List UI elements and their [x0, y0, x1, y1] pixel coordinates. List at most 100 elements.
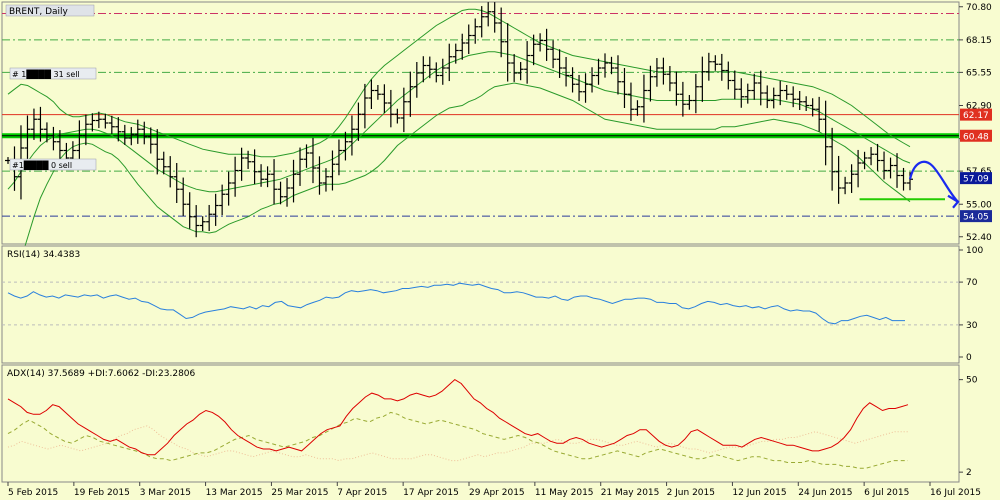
chart-title[interactable]: BRENT, Daily	[5, 4, 95, 17]
price-bar	[335, 139, 342, 176]
price-bar	[459, 33, 466, 60]
price-bar	[413, 62, 420, 98]
price-bar	[673, 71, 680, 106]
adx-axis: 2 50	[959, 376, 978, 478]
price-bar	[160, 151, 167, 175]
price-bar	[297, 147, 304, 186]
price-bar	[822, 100, 829, 166]
price-bar	[900, 167, 907, 191]
price-bar	[271, 159, 278, 205]
price-bar	[731, 70, 738, 100]
price-bar	[400, 87, 407, 133]
date-tick-label: 16 Jul 2015	[930, 488, 981, 498]
rsi-tick-label: 70	[966, 278, 978, 288]
price-bar	[30, 108, 37, 140]
price-bar	[102, 113, 109, 129]
bollinger-middle-band	[7, 51, 911, 193]
price-bar	[56, 130, 63, 163]
order-label-1[interactable]: # 1████ 31 sell	[9, 67, 97, 80]
price-bar	[167, 156, 174, 188]
price-bar	[115, 117, 122, 142]
price-tick-label: 68.15	[966, 36, 992, 46]
price-bar	[809, 98, 816, 117]
forecast-arrow[interactable]	[908, 160, 959, 203]
price-bar	[121, 124, 128, 145]
price-bar	[309, 137, 316, 184]
price-bar	[653, 58, 660, 87]
price-bar	[258, 164, 265, 187]
order-label-2-text: #1████ 0 sell	[12, 160, 72, 170]
price-bar	[686, 95, 693, 110]
price-tick-label: 52.40	[966, 233, 992, 243]
price-bar	[348, 115, 355, 156]
price-bar	[303, 144, 310, 168]
rsi-title: RSI(14) 34.4383	[7, 250, 80, 260]
price-bar	[50, 126, 57, 151]
price-bar	[614, 55, 621, 95]
price-bar	[504, 23, 511, 82]
adx-title: ADX(14) 37.5689 +DI:7.6062 -DI:23.2806	[7, 369, 196, 379]
current-price-tag-text: 57.09	[963, 175, 989, 185]
price-bar	[537, 33, 544, 52]
price-bar	[284, 178, 291, 207]
price-bar	[738, 78, 745, 108]
price-tick-label: 55.00	[966, 200, 992, 210]
price-bar	[647, 65, 654, 102]
minus-di-line	[7, 425, 908, 462]
price-bar	[199, 216, 206, 231]
price-bar	[803, 96, 810, 111]
price-bar	[608, 56, 615, 75]
date-tick-label: 17 Apr 2015	[403, 488, 459, 498]
price-bar	[640, 74, 647, 123]
price-bar	[316, 156, 323, 195]
price-bar	[842, 176, 849, 195]
price-bar	[446, 43, 453, 82]
price-bar	[829, 127, 836, 191]
date-tick-label: 6 Jul 2015	[864, 488, 909, 498]
price-bar	[517, 62, 524, 81]
price-bar	[777, 80, 784, 106]
price-bar	[329, 150, 336, 191]
price-bar	[582, 73, 589, 103]
price-bar	[478, 6, 485, 38]
price-bar	[498, 7, 505, 58]
price-level-tag	[960, 108, 992, 121]
price-bar	[524, 41, 531, 84]
price-bar	[718, 53, 725, 81]
price-bar	[764, 85, 771, 109]
price-bar	[232, 156, 239, 197]
price-bar	[277, 181, 284, 205]
date-tick-label: 29 Apr 2015	[469, 488, 525, 498]
price-bar	[193, 205, 200, 238]
price-bar	[154, 129, 161, 175]
date-tick-label: 19 Feb 2015	[74, 488, 130, 498]
price-bar	[374, 85, 381, 100]
price-bar	[439, 58, 446, 85]
price-bar	[472, 18, 479, 44]
price-bar	[426, 56, 433, 79]
price-bar	[887, 157, 894, 179]
date-tick-label: 3 Mar 2015	[140, 488, 191, 498]
price-bar	[543, 28, 550, 61]
price-level-tag-text: 62.17	[963, 111, 989, 121]
price-bar	[770, 87, 777, 109]
price-bar	[783, 85, 790, 100]
price-bar	[550, 40, 557, 69]
price-bar	[465, 24, 472, 54]
price-bar	[744, 83, 751, 104]
price-level-tag-text: 54.05	[963, 213, 989, 223]
price-bar	[108, 115, 115, 134]
order-label-2[interactable]: #1████ 0 sell	[9, 158, 97, 171]
rsi-tick-label: 0	[966, 353, 972, 363]
price-bar	[556, 49, 563, 78]
price-bar	[186, 192, 193, 229]
price-bar	[796, 91, 803, 110]
date-tick-label: 11 May 2015	[535, 488, 594, 498]
price-bar	[660, 57, 667, 85]
price-bar	[602, 53, 609, 78]
order-label-1-text: # 1████ 31 sell	[12, 69, 80, 79]
current-price-tag	[960, 172, 992, 185]
price-bar	[705, 52, 712, 81]
price-bar	[530, 34, 537, 66]
